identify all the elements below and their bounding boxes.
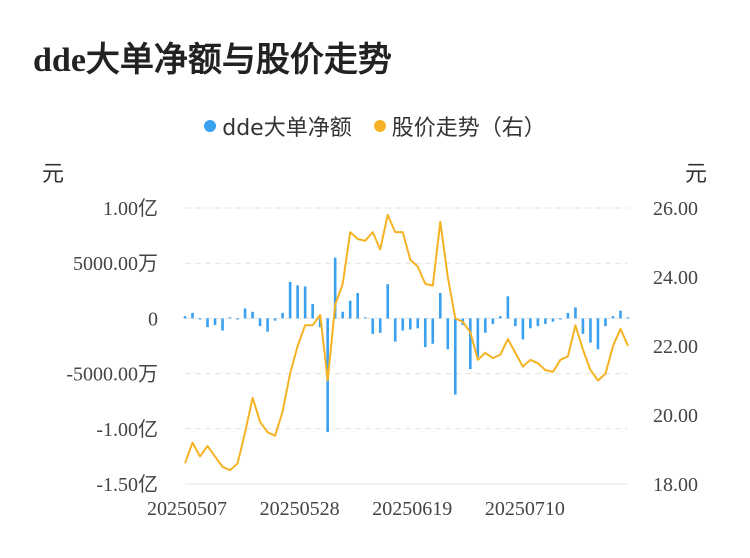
dde-bar [619, 310, 622, 319]
dde-bar [469, 318, 472, 370]
dde-bar [296, 285, 299, 319]
dde-bar [544, 318, 547, 324]
dde-bar [581, 318, 585, 334]
dde-bar [431, 318, 435, 344]
grid-lines [185, 207, 628, 485]
dde-bar [596, 318, 600, 350]
right-tick-label: 20.00 [653, 405, 698, 427]
dde-bar [258, 318, 262, 327]
dde-bar [281, 312, 284, 319]
dde-bar [206, 318, 209, 328]
left-axis-ticks: 1.00亿 5000.00万 0 -5000.00万 -1.00亿 -1.50亿 [66, 197, 158, 496]
left-tick-label: -5000.00万 [66, 364, 158, 386]
legend-item-price[interactable]: 股价走势（右） [373, 110, 546, 142]
dde-bar [506, 296, 510, 319]
legend-item-dde[interactable]: dde大单净额 [204, 110, 352, 142]
dde-bar [221, 318, 224, 331]
dde-bar [499, 316, 502, 319]
dde-bar [408, 318, 412, 330]
x-tick-label: 20250619 [372, 498, 452, 520]
right-tick-label: 26.00 [653, 198, 698, 220]
dde-bar [311, 304, 314, 319]
legend: dde大单净额 股价走势（右） [0, 110, 750, 142]
dde-bar [386, 284, 390, 319]
dde-bar [566, 312, 570, 319]
x-axis-ticks: 20250507 20250528 20250619 20250710 [147, 498, 565, 520]
right-axis-ticks: 26.00 24.00 22.00 20.00 18.00 [653, 198, 698, 496]
dde-bar [363, 317, 367, 319]
left-axis-unit: 元 [42, 162, 65, 187]
dde-bar [438, 293, 442, 319]
left-tick-label: 1.00亿 [103, 197, 158, 220]
dde-bar [303, 286, 307, 319]
right-tick-label: 22.00 [653, 336, 698, 358]
right-axis-unit: 元 [685, 162, 708, 187]
price-line [184, 213, 629, 472]
dde-bar [228, 317, 232, 319]
chart-title: dde大单净额与股价走势 [33, 42, 392, 79]
legend-dot-price [373, 120, 386, 132]
dde-bar [536, 318, 540, 327]
x-tick-label: 20250528 [260, 498, 340, 520]
dde-bar [198, 318, 202, 320]
dde-bar [356, 293, 359, 319]
dde-bar [604, 318, 607, 327]
left-tick-label: 5000.00万 [73, 253, 158, 275]
dde-bar [236, 318, 239, 320]
dde-bar [476, 318, 480, 358]
legend-label-price: 股价走势（右） [391, 116, 546, 141]
left-tick-label: -1.50亿 [96, 473, 158, 496]
dde-bar [371, 318, 375, 334]
x-tick-label: 20250710 [485, 498, 565, 520]
dde-bar [574, 307, 577, 319]
left-tick-label: -1.00亿 [96, 418, 158, 441]
dde-bar [446, 318, 450, 350]
dde-bar [626, 317, 630, 319]
dde-bar [191, 312, 194, 319]
dde-bar [611, 316, 615, 319]
dde-bar [341, 311, 344, 319]
dde-bar [521, 318, 525, 340]
dde-bar [484, 318, 487, 333]
dde-bar [378, 318, 382, 333]
dde-bar [213, 318, 217, 326]
dde-bar [333, 257, 337, 319]
legend-dot-dde [204, 120, 217, 132]
price-line-group [184, 213, 629, 472]
legend-label-dde: dde大单净额 [222, 116, 352, 141]
dde-bar [491, 318, 495, 324]
dde-bar [266, 318, 269, 332]
dde-bar [183, 316, 187, 319]
dde-bar [416, 318, 420, 329]
dde-bar [423, 318, 427, 348]
dde-bar [288, 281, 292, 319]
right-tick-label: 24.00 [653, 267, 698, 289]
right-tick-label: 18.00 [653, 474, 698, 496]
dde-bar [273, 318, 277, 321]
dde-bar [401, 318, 405, 331]
dde-bar [393, 318, 397, 342]
dde-bar [243, 308, 247, 319]
dde-bar [454, 318, 457, 395]
dde-bar [251, 311, 254, 319]
x-tick-label: 20250507 [147, 498, 227, 520]
left-tick-label: 0 [148, 308, 158, 330]
dde-bar [589, 318, 592, 343]
dde-bar [551, 318, 555, 322]
dde-bar [514, 318, 517, 327]
dde-bar [529, 318, 532, 329]
dde-bar [559, 318, 562, 320]
dde-bar [348, 300, 352, 319]
